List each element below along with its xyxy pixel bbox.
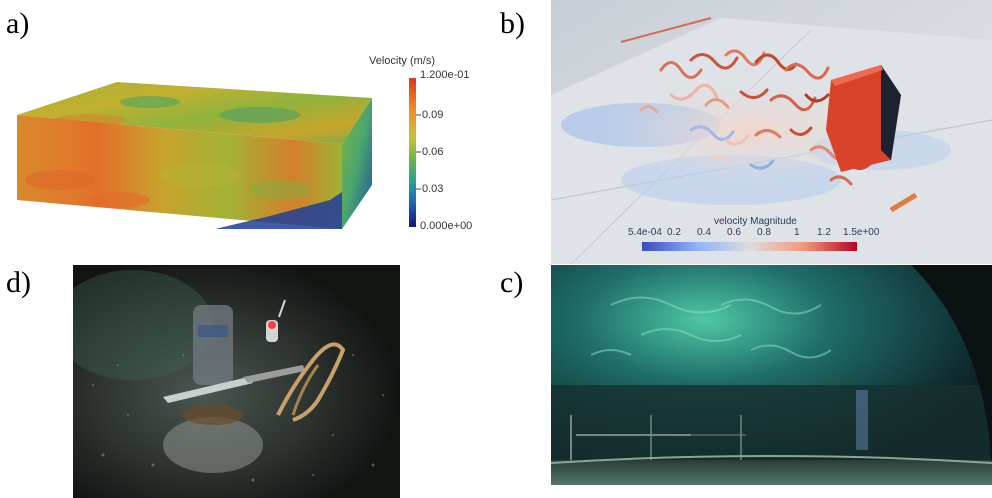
panel-label-d: d) — [6, 266, 31, 299]
velocity-block-render — [17, 78, 421, 229]
panel-c-underwater-tank-view — [551, 265, 992, 485]
velocity-colorbar — [409, 78, 416, 227]
panel-b-vortex-simulation: velocity Magnitude 5.4e-04 0.2 0.4 0.6 0… — [551, 0, 992, 264]
colorbar-b-tick-6: 1.2 — [817, 227, 831, 238]
colorbar-b-title: velocity Magnitude — [714, 216, 797, 227]
vortex-render — [551, 0, 992, 264]
panel-label-a: a) — [6, 7, 30, 40]
colorbar-b-tick-2: 0.4 — [697, 227, 711, 238]
colorbar-b-tick-0: 5.4e-04 — [628, 227, 662, 238]
panel-a-velocity-field: Velocity (m/s) 1.200e-01 0.09 0.06 0.03 … — [0, 40, 500, 240]
colorbar-b-tick-3: 0.6 — [727, 227, 741, 238]
colorbar-b-tick-1: 0.2 — [667, 227, 681, 238]
colorbar-a-title: Velocity (m/s) — [369, 55, 436, 67]
underwater-instrument-photo — [73, 265, 400, 498]
panel-label-c: c) — [500, 266, 524, 299]
colorbar-a-tick-009: 0.09 — [422, 109, 444, 121]
velocity-magnitude-colorbar — [642, 242, 857, 251]
colorbar-a-tick-006: 0.06 — [422, 146, 444, 158]
colorbar-a-tick-max: 1.200e-01 — [420, 69, 470, 81]
colorbar-b-tick-4: 0.8 — [757, 227, 771, 238]
underwater-tank-photo — [551, 265, 992, 485]
colorbar-a-tick-min: 0.000e+00 — [420, 220, 473, 232]
panel-label-b: b) — [500, 7, 525, 40]
panel-d-underwater-instrument-photo — [73, 265, 400, 498]
colorbar-b-tick-5: 1 — [794, 227, 800, 238]
colorbar-b-tick-7: 1.5e+00 — [843, 227, 880, 238]
colorbar-a-tick-003: 0.03 — [422, 183, 444, 195]
